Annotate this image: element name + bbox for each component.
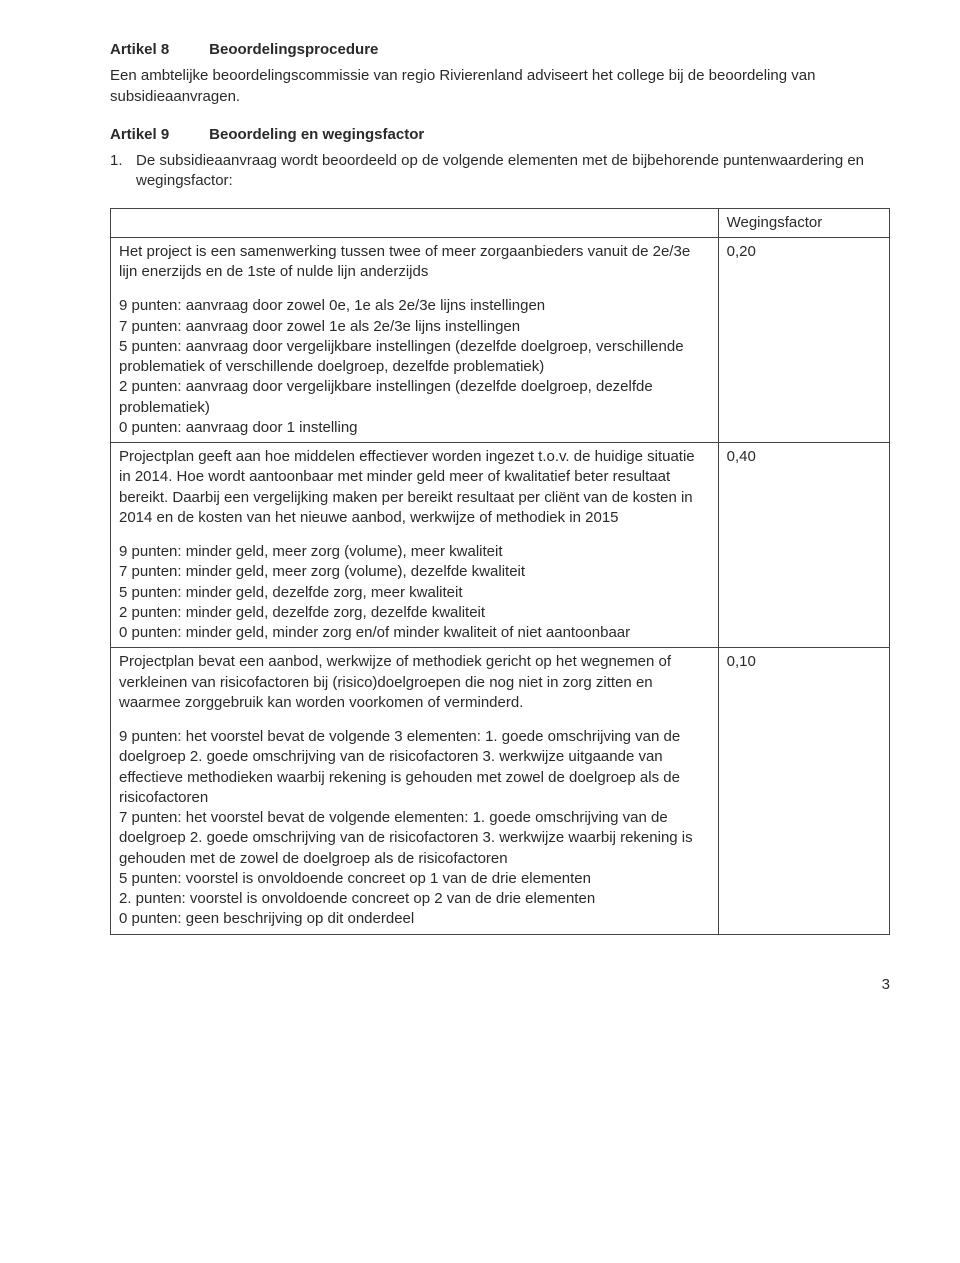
points-line: 2 punten: minder geld, dezelfde zorg, de… [119,603,710,623]
points-line: 7 punten: aanvraag door zowel 1e als 2e/… [119,317,710,337]
cell-description: Het project is een samenwerking tussen t… [111,237,719,442]
table-row: Projectplan bevat een aanbod, werkwijze … [111,648,890,934]
artikel-8-header: Artikel 8 Beoordelingsprocedure [110,40,890,60]
points-line: 0 punten: aanvraag door 1 instelling [119,418,710,438]
points-line: 9 punten: het voorstel bevat de volgende… [119,727,710,808]
points-line: 9 punten: minder geld, meer zorg (volume… [119,542,710,562]
assessment-table: Wegingsfactor Het project is een samenwe… [110,208,890,935]
criterion-text: Projectplan geeft aan hoe middelen effec… [119,447,710,528]
artikel-9-label: Artikel 9 [110,125,205,145]
table-header-row: Wegingsfactor [111,208,890,237]
points-line: 0 punten: geen beschrijving op dit onder… [119,909,710,929]
criterion-text: Projectplan bevat een aanbod, werkwijze … [119,652,710,713]
points-line: 2 punten: aanvraag door vergelijkbare in… [119,377,710,418]
table-row: Het project is een samenwerking tussen t… [111,237,890,442]
cell-description: Projectplan bevat een aanbod, werkwijze … [111,648,719,934]
points-block: 9 punten: het voorstel bevat de volgende… [119,727,710,930]
artikel-9-item-1: 1. De subsidieaanvraag wordt beoordeeld … [110,151,890,192]
points-line: 0 punten: minder geld, minder zorg en/of… [119,623,710,643]
points-line: 9 punten: aanvraag door zowel 0e, 1e als… [119,296,710,316]
points-line: 7 punten: minder geld, meer zorg (volume… [119,562,710,582]
header-description [111,208,719,237]
points-line: 2. punten: voorstel is onvoldoende concr… [119,889,710,909]
item-number: 1. [110,151,136,192]
artikel-8-title: Beoordelingsprocedure [209,41,378,58]
cell-description: Projectplan geeft aan hoe middelen effec… [111,443,719,648]
artikel-8-body: Een ambtelijke beoordelingscommissie van… [110,66,890,107]
cell-weight: 0,10 [718,648,889,934]
points-block: 9 punten: minder geld, meer zorg (volume… [119,542,710,643]
points-line: 5 punten: voorstel is onvoldoende concre… [119,869,710,889]
artikel-9-title: Beoordeling en wegingsfactor [209,126,424,143]
points-block: 9 punten: aanvraag door zowel 0e, 1e als… [119,296,710,438]
cell-weight: 0,20 [718,237,889,442]
points-line: 5 punten: minder geld, dezelfde zorg, me… [119,583,710,603]
table-row: Projectplan geeft aan hoe middelen effec… [111,443,890,648]
artikel-9-header: Artikel 9 Beoordeling en wegingsfactor [110,125,890,145]
item-text: De subsidieaanvraag wordt beoordeeld op … [136,151,890,192]
criterion-text: Het project is een samenwerking tussen t… [119,242,710,283]
artikel-8-label: Artikel 8 [110,40,205,60]
points-line: 5 punten: aanvraag door vergelijkbare in… [119,337,710,378]
header-weight: Wegingsfactor [718,208,889,237]
page-number: 3 [110,975,890,995]
cell-weight: 0,40 [718,443,889,648]
points-line: 7 punten: het voorstel bevat de volgende… [119,808,710,869]
